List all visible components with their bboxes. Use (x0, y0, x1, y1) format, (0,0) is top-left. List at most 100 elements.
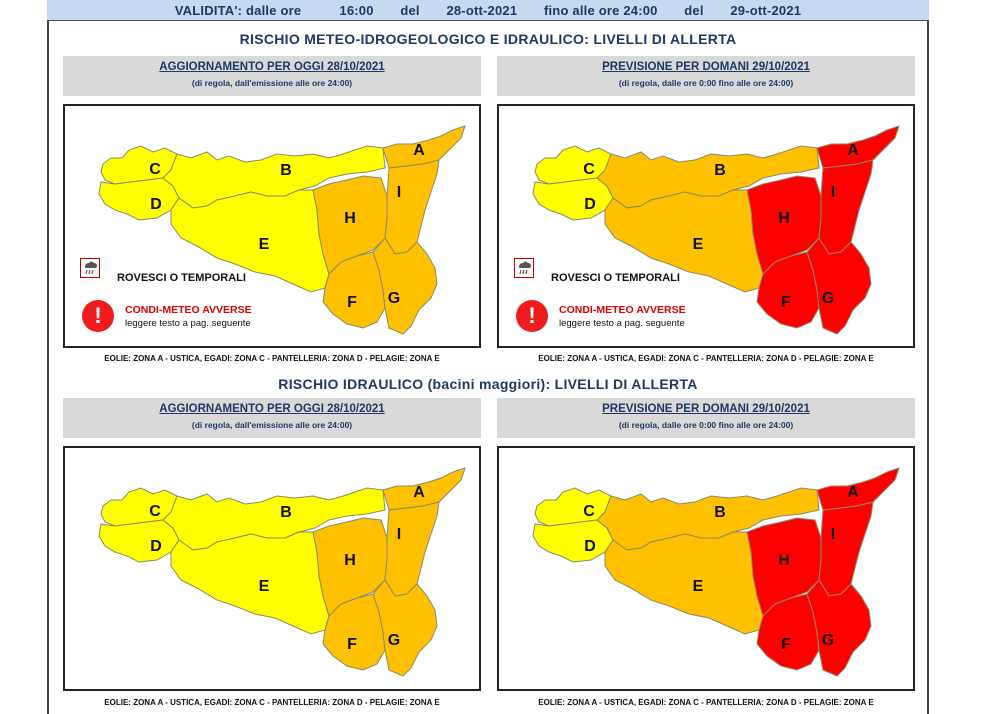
zone-i (818, 501, 874, 597)
sicily-map-idro-today: A B C D E F G H I (98, 467, 466, 677)
zone-d (98, 177, 180, 221)
zone-d (532, 519, 614, 563)
zone-label-d: D (584, 538, 596, 555)
zone-label-i: I (831, 526, 835, 543)
zone-label-e: E (693, 578, 704, 595)
zone-f (756, 593, 820, 671)
zone-label-a: A (847, 142, 859, 159)
zone-g (806, 237, 872, 335)
warning-icon: ! (82, 300, 114, 332)
warning-icon: ! (516, 300, 548, 332)
zone-i (384, 501, 440, 597)
zone-h (312, 175, 388, 275)
zone-h (312, 517, 388, 617)
zone-label-d: D (150, 196, 162, 213)
zone-label-b: B (280, 162, 292, 179)
section1-today-header: AGGIORNAMENTO PER OGGI 28/10/2021 (di re… (63, 56, 481, 96)
zone-label-f: F (781, 294, 791, 311)
zone-label-h: H (344, 552, 356, 569)
zone-g (806, 579, 872, 677)
zone-label-e: E (259, 578, 270, 595)
legend-note: leggere testo a pag. seguente (125, 318, 251, 329)
zone-label-e: E (259, 236, 270, 253)
section2-today-header: AGGIORNAMENTO PER OGGI 28/10/2021 (di re… (63, 398, 481, 438)
map-meteo-today: A B C D E F G H I ROVESCI O TEMPORALI ! CONDI-ME… (63, 104, 481, 348)
zone-g (372, 237, 438, 335)
section2-title: RISCHIO IDRAULICO (bacini maggiori): LIV… (278, 376, 698, 392)
zone-label-e: E (693, 236, 704, 253)
section1-today-subtitle: (di regola, dall'emissione alle ore 24:0… (191, 78, 353, 88)
legend-adverse-label: CONDI-METEO AVVERSE (125, 304, 252, 316)
map-meteo-tomorrow: A B C D E F G H I ROVESCI O TEMPORALI ! CONDI-ME… (497, 104, 915, 348)
zone-label-a: A (413, 484, 425, 501)
section1-tomorrow-subtitle: (di regola, dalle ore 0:00 fino alle ore… (618, 78, 794, 88)
section1-tomorrow-title: PREVISIONE PER DOMANI 29/10/2021 (602, 61, 810, 73)
zone-label-g: G (822, 632, 834, 649)
zone-label-c: C (149, 503, 161, 520)
zone-label-h: H (778, 210, 790, 227)
zone-g (372, 579, 438, 677)
validity-bar: VALIDITA': dalle ore 16:00 del 28-ott-20… (47, 0, 929, 21)
zone-label-f: F (347, 294, 357, 311)
zone-label-f: F (781, 636, 791, 653)
zone-label-h: H (344, 210, 356, 227)
zone-label-f: F (347, 636, 357, 653)
sicily-map-meteo-today: A B C D E F G H I (98, 125, 466, 335)
validity-from-date: 28-ott-2021 (446, 2, 518, 18)
section2-tomorrow-subtitle: (di regola, dalle ore 0:00 fino alle ore… (618, 420, 794, 430)
zone-h (746, 517, 822, 617)
zone-label-i: I (397, 526, 401, 543)
sicily-map-meteo-tomorrow: A B C D E F G H I (532, 125, 900, 335)
zone-label-g: G (388, 290, 400, 307)
zone-d (532, 177, 614, 221)
zone-label-a: A (847, 484, 859, 501)
section1-title: RISCHIO METEO-IDROGEOLOGICO E IDRAULICO:… (239, 31, 737, 47)
map-idro-tomorrow: A B C D E F G H I (497, 446, 915, 691)
validity-del1: del (400, 2, 420, 18)
section1-tomorrow-footer: EOLIE: ZONA A - USTICA, EGADI: ZONA C - … (538, 354, 874, 363)
zone-label-b: B (714, 162, 726, 179)
zone-label-d: D (584, 196, 596, 213)
zone-i (818, 159, 874, 255)
zone-label-b: B (714, 504, 726, 521)
document-frame (47, 0, 929, 714)
zone-d (98, 519, 180, 563)
thunderstorm-icon (80, 258, 100, 278)
zone-f (322, 251, 386, 329)
zone-label-a: A (413, 142, 425, 159)
validity-prefix: VALIDITA': dalle ore (174, 2, 302, 18)
zone-label-i: I (397, 184, 401, 201)
zone-f (756, 251, 820, 329)
section1-today-footer: EOLIE: ZONA A - USTICA, EGADI: ZONA C - … (104, 354, 440, 363)
zone-label-d: D (150, 538, 162, 555)
thunderstorm-icon (514, 258, 534, 278)
section2-today-footer: EOLIE: ZONA A - USTICA, EGADI: ZONA C - … (104, 698, 440, 707)
section2-today-title: AGGIORNAMENTO PER OGGI 28/10/2021 (159, 403, 385, 415)
validity-to-date: 29-ott-2021 (730, 2, 802, 18)
zone-label-c: C (583, 503, 595, 520)
zone-label-g: G (388, 632, 400, 649)
zone-label-g: G (822, 290, 834, 307)
validity-until: fino alle ore 24:00 (543, 2, 658, 18)
zone-f (322, 593, 386, 671)
legend-adverse-label: CONDI-METEO AVVERSE (559, 304, 686, 316)
sicily-map-idro-tomorrow: A B C D E F G H I (532, 467, 900, 677)
section2-tomorrow-title: PREVISIONE PER DOMANI 29/10/2021 (602, 403, 810, 415)
validity-from-time: 16:00 (339, 2, 374, 18)
legend-storms-label: ROVESCI O TEMPORALI (117, 272, 246, 284)
section2-tomorrow-header: PREVISIONE PER DOMANI 29/10/2021 (di reg… (497, 398, 915, 438)
section2-tomorrow-footer: EOLIE: ZONA A - USTICA, EGADI: ZONA C - … (538, 698, 874, 707)
legend-note: leggere testo a pag. seguente (559, 318, 685, 329)
validity-del2: del (684, 2, 704, 18)
zone-label-h: H (778, 552, 790, 569)
zone-i (384, 159, 440, 255)
section1-today-title: AGGIORNAMENTO PER OGGI 28/10/2021 (159, 61, 385, 73)
zone-label-i: I (831, 184, 835, 201)
legend-storms-label: ROVESCI O TEMPORALI (551, 272, 680, 284)
zone-label-c: C (583, 161, 595, 178)
section2-today-subtitle: (di regola, dall'emissione alle ore 24:0… (191, 420, 353, 430)
zone-label-c: C (149, 161, 161, 178)
zone-h (746, 175, 822, 275)
map-idro-today: A B C D E F G H I (63, 446, 481, 691)
section1-tomorrow-header: PREVISIONE PER DOMANI 29/10/2021 (di reg… (497, 56, 915, 96)
